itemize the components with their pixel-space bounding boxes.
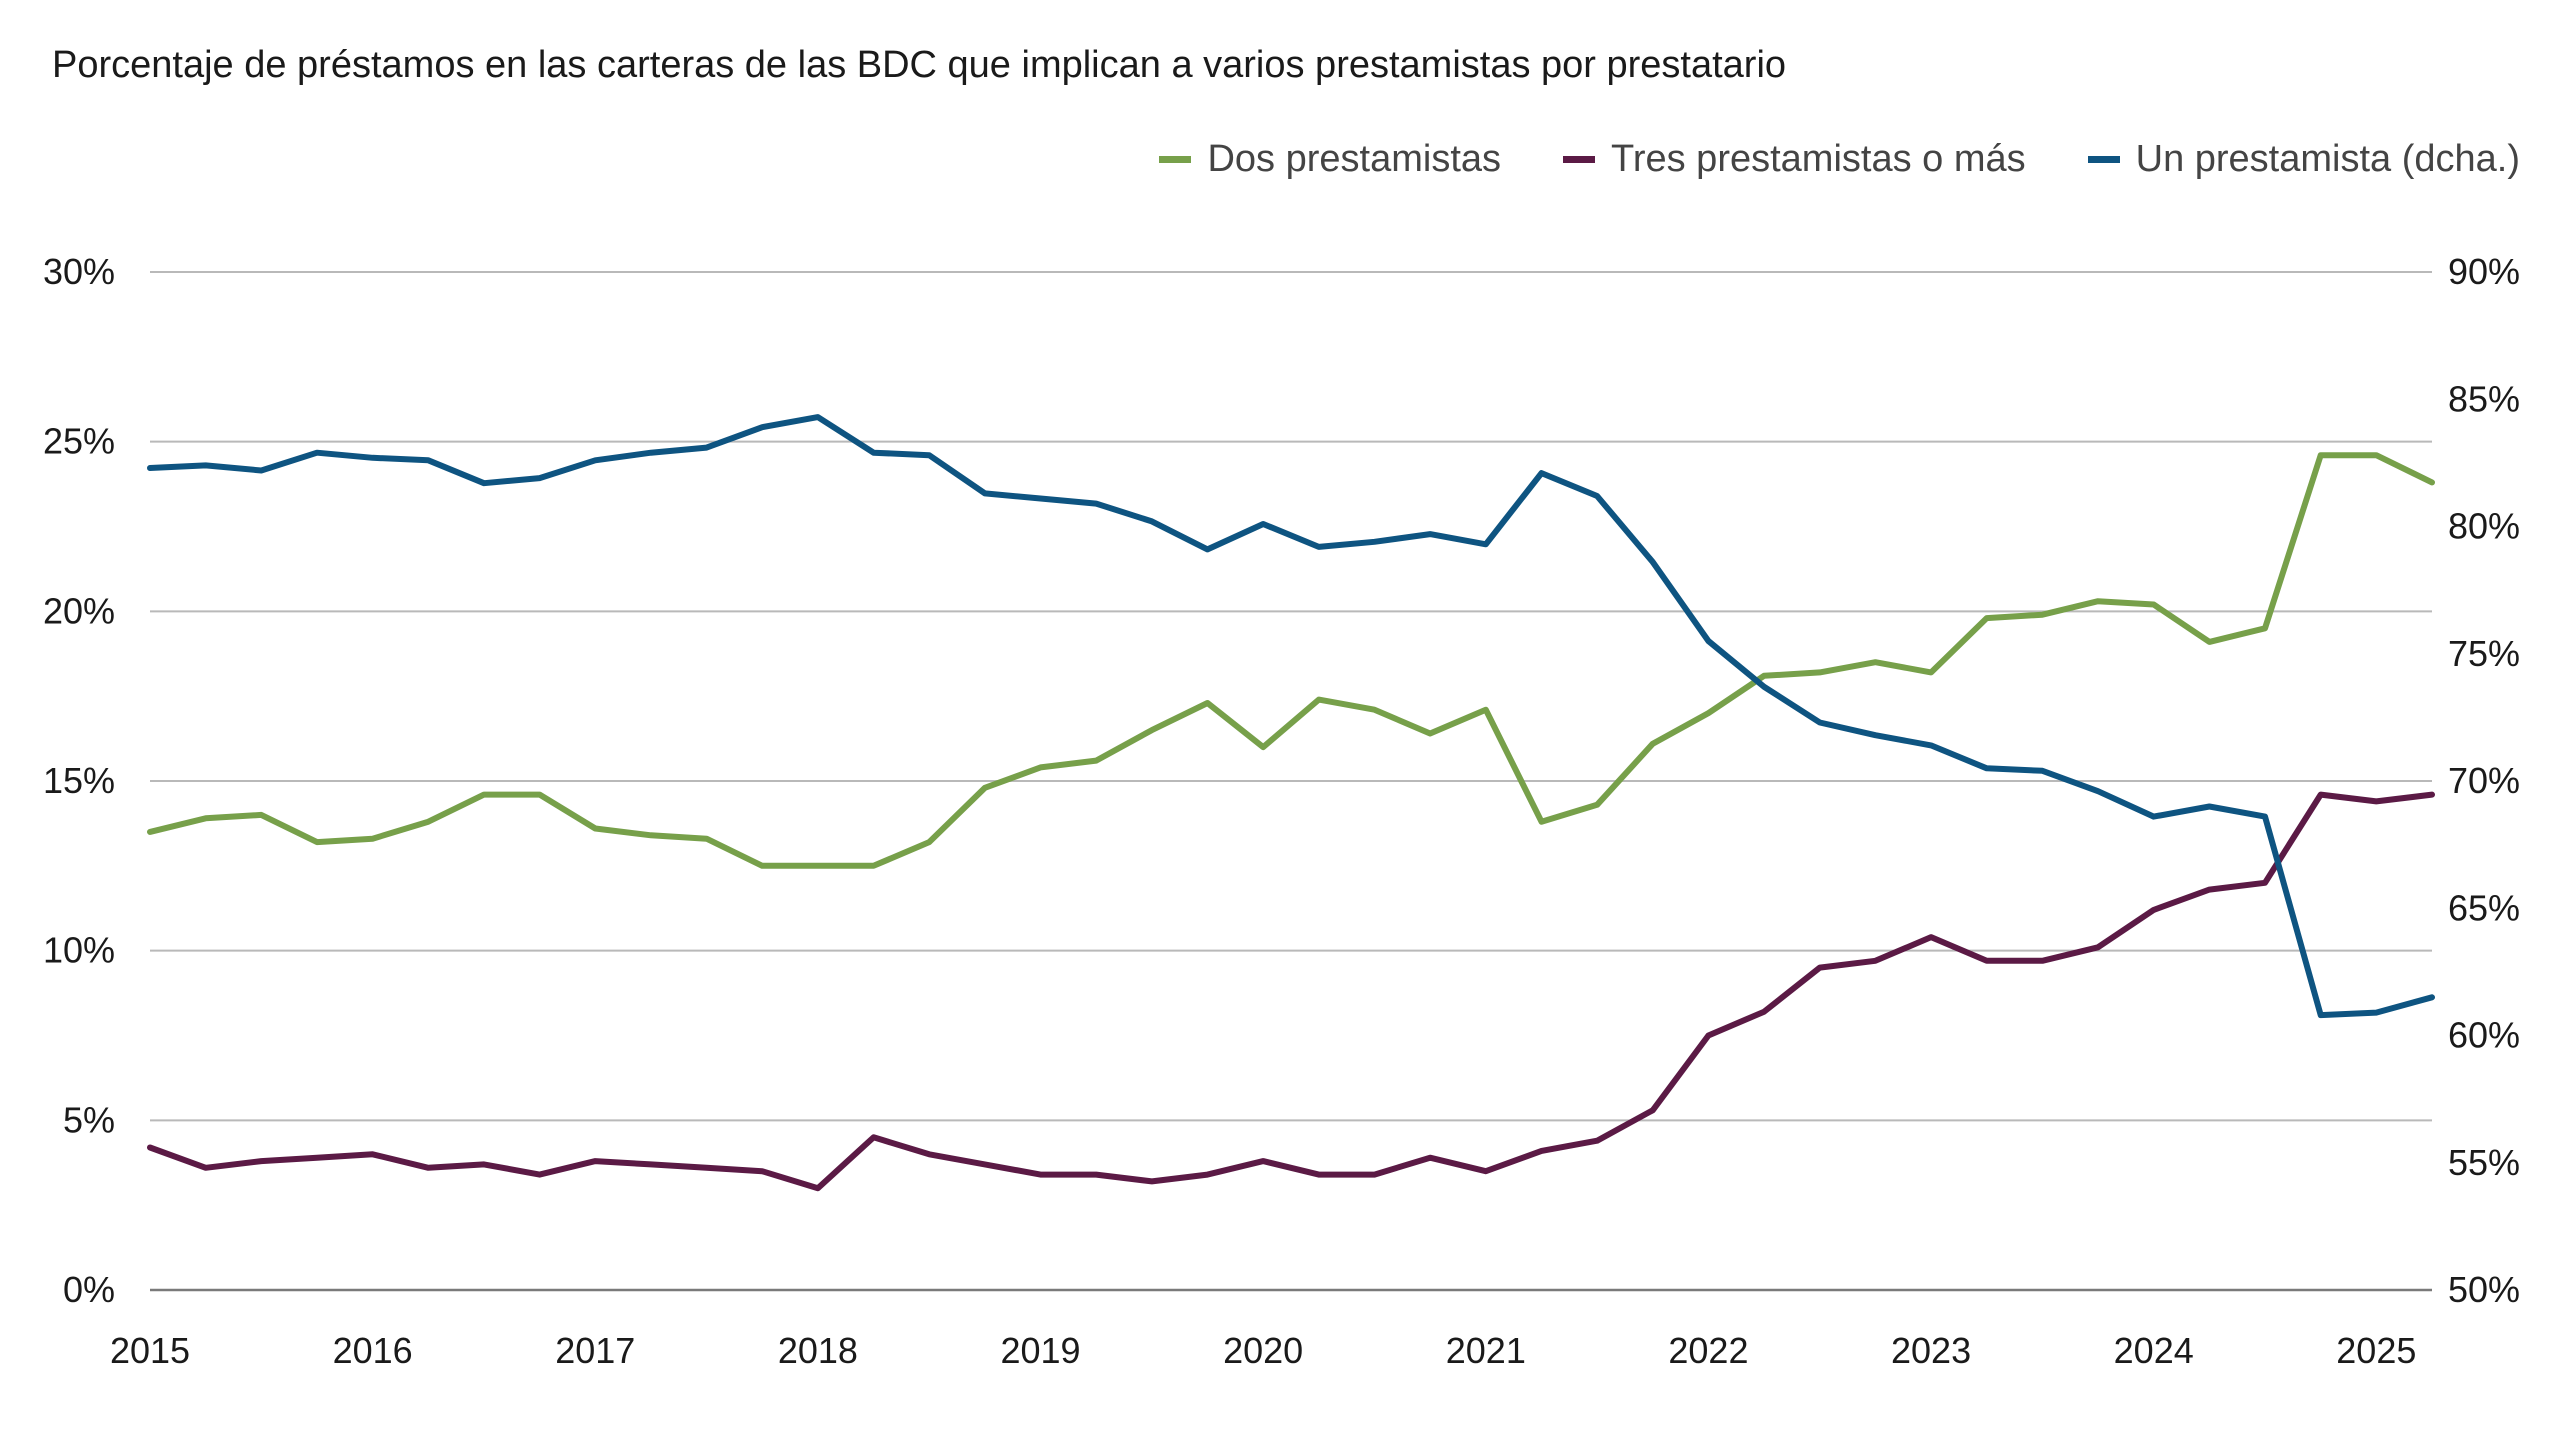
y-right-tick-label: 65%	[2448, 887, 2520, 928]
legend-label-un-prestamista: Un prestamista (dcha.)	[2135, 138, 2520, 180]
series-line-tres-prestamistas	[147, 791, 2435, 1192]
x-tick-label: 2019	[1000, 1330, 1080, 1371]
series-line-un-prestamista	[147, 414, 2435, 1019]
series-layer	[147, 414, 2435, 1192]
y-left-tick-label: 20%	[43, 590, 115, 631]
y-right-tick-label: 90%	[2448, 251, 2520, 292]
legend-swatch-tres-prestamistas	[1563, 156, 1596, 163]
legend-item-tres-prestamistas: Tres prestamistas o más	[1563, 138, 2026, 181]
y-left-tick-label: 5%	[63, 1099, 115, 1140]
grid-layer	[150, 271, 2432, 1122]
x-tick-label: 2015	[110, 1330, 190, 1371]
series-line-dos-prestamistas	[147, 452, 2435, 869]
legend-item-un-prestamista: Un prestamista (dcha.)	[2087, 138, 2520, 181]
x-tick-label: 2018	[778, 1330, 858, 1371]
legend-swatch-dos-prestamistas	[1159, 156, 1192, 163]
x-tick-label: 2020	[1223, 1330, 1303, 1371]
y-right-tick-label: 75%	[2448, 633, 2520, 674]
x-tick-label: 2022	[1668, 1330, 1748, 1371]
legend-label-tres-prestamistas: Tres prestamistas o más	[1611, 138, 2026, 180]
x-tick-label: 2021	[1446, 1330, 1526, 1371]
x-tick-label: 2023	[1891, 1330, 1971, 1371]
y-left-tick-label: 30%	[43, 251, 115, 292]
x-tick-label: 2025	[2336, 1330, 2416, 1371]
y-left-tick-label: 15%	[43, 760, 115, 801]
axis-layer: 0% 5% 10% 15% 20% 25% 30% 50% 55% 60% 65% 70% 75% 80%…	[43, 251, 2520, 1371]
legend-label-dos-prestamistas: Dos prestamistas	[1207, 138, 1502, 180]
x-tick-label: 2017	[555, 1330, 635, 1371]
x-tick-label: 2016	[333, 1330, 413, 1371]
y-right-tick-label: 60%	[2448, 1015, 2520, 1056]
chart-title: Porcentaje de préstamos en las carteras …	[52, 44, 1787, 86]
y-right-tick-label: 85%	[2448, 378, 2520, 419]
y-left-tick-label: 0%	[63, 1269, 115, 1310]
legend: Dos prestamistas Tres prestamistas o más…	[1159, 138, 2520, 181]
y-right-tick-label: 80%	[2448, 506, 2520, 547]
y-left-tick-label: 25%	[43, 421, 115, 462]
legend-swatch-un-prestamista	[2087, 156, 2120, 163]
x-tick-label: 2024	[2114, 1330, 2194, 1371]
legend-item-dos-prestamistas: Dos prestamistas	[1159, 138, 1501, 181]
y-right-tick-label: 70%	[2448, 760, 2520, 801]
y-right-tick-label: 50%	[2448, 1269, 2520, 1310]
y-right-tick-label: 55%	[2448, 1142, 2520, 1183]
y-left-tick-label: 10%	[43, 930, 115, 971]
